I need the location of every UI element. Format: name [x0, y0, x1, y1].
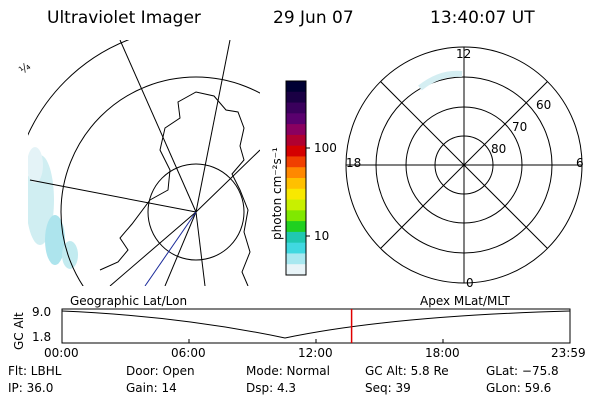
mlt-label-6: 6	[576, 156, 584, 170]
colorbar-segment	[286, 81, 306, 93]
timeline-right-title: Apex MLat/MLT	[420, 294, 510, 308]
timeline-tick-1800: 18:00	[425, 346, 460, 360]
timeline-tick-1200: 12:00	[298, 346, 333, 360]
geographic-map	[28, 40, 260, 286]
mlt-label-0: 0	[466, 276, 474, 290]
colorbar	[286, 81, 306, 276]
colorbar-segment	[286, 210, 306, 222]
lat-label-70: 70	[512, 120, 528, 134]
gain-info: Gain: 14	[126, 381, 177, 395]
timeline-axis-label: GC Alt	[12, 312, 26, 350]
colorbar-segment	[286, 113, 306, 125]
colorbar-segment	[286, 145, 306, 157]
filter-info: Flt: LBHL	[8, 364, 62, 378]
timeline-y-top: 9.0	[32, 305, 52, 319]
polar-plot	[345, 46, 583, 284]
mode-info: Mode: Normal	[246, 364, 330, 378]
instrument-title: Ultraviolet Imager	[47, 8, 201, 28]
lat-label-60: 60	[536, 98, 552, 112]
map-grid	[28, 40, 260, 286]
colorbar-segment	[286, 221, 306, 233]
colorbar-segment	[286, 156, 306, 168]
colorbar-segment	[286, 124, 306, 136]
time-label: 13:40:07 UT	[430, 8, 535, 28]
map-corner-mark: ¼	[17, 60, 34, 77]
dsp-info: Dsp: 4.3	[246, 381, 297, 395]
timeline-left-title: Geographic Lat/Lon	[70, 294, 188, 308]
timeline-tick-0000: 00:00	[44, 346, 79, 360]
satellite-track	[144, 211, 197, 286]
colorbar-segment	[286, 102, 306, 114]
colorbar-unit-label: photon cm⁻²s⁻¹	[270, 147, 284, 240]
colorbar-tick-100: 100	[314, 141, 337, 155]
colorbar-segment	[286, 91, 306, 104]
colorbar-segment	[286, 167, 306, 179]
colorbar-segment	[286, 242, 306, 254]
colorbar-segment	[286, 134, 306, 147]
lat-label-80: 80	[491, 142, 507, 156]
timeline-y-bottom: 1.8	[32, 330, 52, 344]
aurora-emission	[28, 147, 78, 269]
mlt-label-12: 12	[456, 47, 472, 61]
colorbar-segment	[286, 253, 306, 265]
colorbar-tick-10: 10	[314, 229, 330, 243]
date-label: 29 Jun 07	[273, 8, 354, 28]
timeline-tick-0600: 06:00	[171, 346, 206, 360]
glat-info: GLat: −75.8	[486, 364, 559, 378]
timeline-tick-2359: 23:59	[551, 346, 586, 360]
glon-info: GLon: 59.6	[486, 381, 552, 395]
colorbar-segment	[286, 178, 306, 190]
ip-info: IP: 36.0	[8, 381, 54, 395]
gc-alt-info: GC Alt: 5.8 Re	[365, 364, 449, 378]
colorbar-segment	[286, 264, 306, 276]
seq-info: Seq: 39	[365, 381, 411, 395]
altitude-timeline	[61, 308, 571, 344]
polar-aurora	[418, 70, 463, 91]
colorbar-segment	[286, 188, 306, 201]
door-info: Door: Open	[126, 364, 195, 378]
colorbar-segment	[286, 231, 306, 244]
mlt-label-18: 18	[346, 156, 362, 170]
coastline	[99, 91, 251, 286]
colorbar-segment	[286, 199, 306, 211]
